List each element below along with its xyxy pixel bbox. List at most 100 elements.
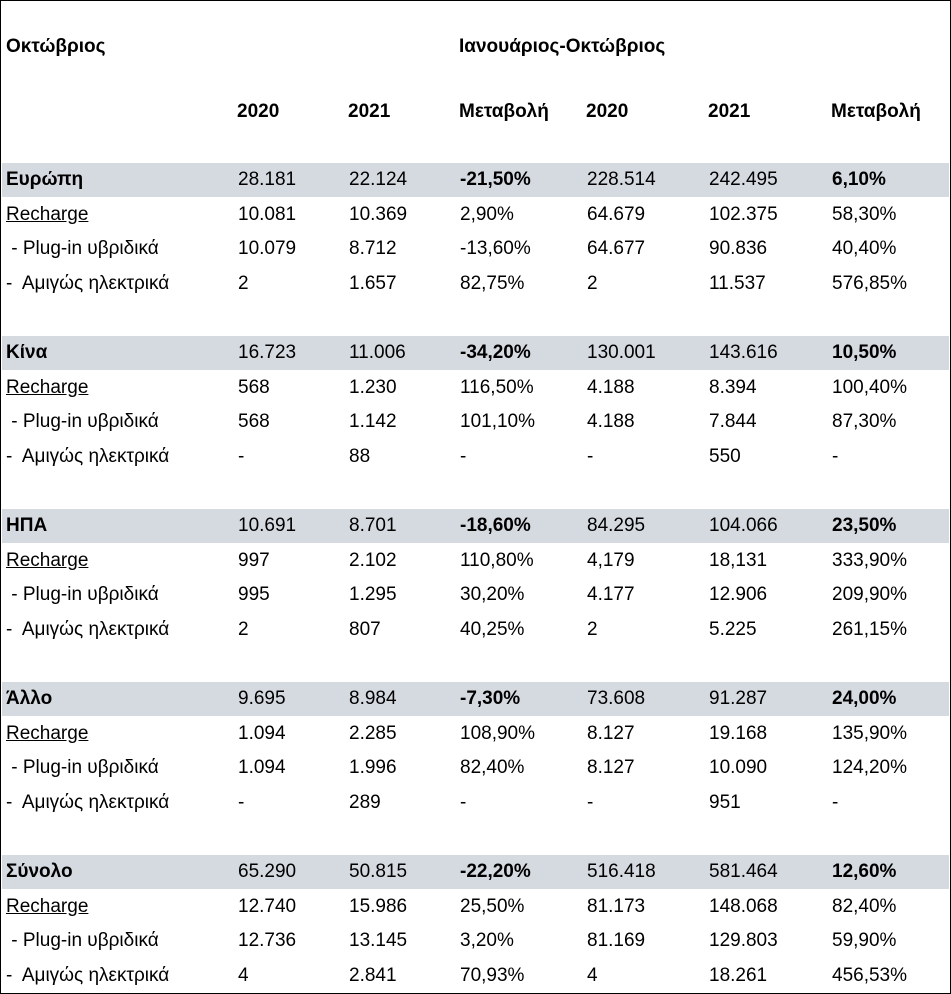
cell-ytd-2021: 10.090	[709, 757, 768, 779]
cell-ytd-2021: 550	[709, 445, 741, 467]
cell-label: Recharge	[6, 203, 89, 225]
cell-ytd-2021: 5.225	[709, 618, 757, 640]
cell-ytd-2021: 18.261	[709, 964, 768, 986]
cell-oct-2020: 65.290	[238, 861, 297, 882]
table-row: Recharge 12.740 15.986 25,50% 81.173 148.068 8…	[2, 890, 949, 924]
table-row: Recharge 10.081 10.369 2,90% 64.679 102.375 58…	[2, 198, 949, 232]
cell-label: Ευρώπη	[6, 169, 84, 190]
cell-oct-2021: 50.815	[349, 861, 408, 882]
cell-ytd-change: 135,90%	[832, 722, 908, 744]
cell-ytd-change: 209,90%	[832, 584, 908, 606]
cell-oct-2021: 2.285	[349, 722, 397, 744]
header-october: Οκτώβριος	[6, 36, 106, 57]
cell-oct-2021: 807	[349, 618, 381, 640]
cell-oct-change: 3,20%	[460, 930, 514, 952]
cell-ytd-change: 23,50%	[832, 515, 897, 536]
cell-oct-change: 30,20%	[460, 584, 525, 606]
region-row: Κίνα 16.723 11.006 -34,20% 130.001 143.616 10,…	[2, 336, 949, 370]
cell-label: - Plug-in υβριδικά	[6, 757, 159, 779]
cell-ytd-2020: -	[587, 445, 594, 467]
cell-ytd-2021: 12.906	[709, 584, 768, 606]
cell-label: - Αμιγώς ηλεκτρικά	[6, 272, 170, 294]
cell-oct-2021: 15.986	[349, 895, 408, 917]
table-row: Recharge 1.094 2.285 108,90% 8.127 19.168 135,…	[2, 717, 949, 751]
cell-oct-2020: 568	[238, 411, 270, 433]
cell-oct-2021: 1.657	[349, 272, 397, 294]
cell-ytd-2020: 2	[587, 618, 598, 640]
cell-ytd-change: 124,20%	[832, 757, 908, 779]
table-row: - Plug-in υβριδικά 568 1.142 101,10% 4.188 7.…	[2, 405, 949, 439]
cell-label: Recharge	[6, 722, 89, 744]
cell-label: Recharge	[6, 895, 89, 917]
cell-oct-change: 116,50%	[460, 376, 534, 398]
cell-oct-change: 101,10%	[460, 411, 536, 433]
cell-ytd-change: 261,15%	[832, 618, 908, 640]
cell-oct-change: -	[460, 445, 467, 467]
cell-ytd-2020: 4.188	[587, 411, 635, 433]
cell-oct-2020: 12.740	[238, 895, 297, 917]
cell-oct-change: 40,25%	[460, 618, 525, 640]
cell-oct-2021: 11.006	[349, 342, 406, 363]
cell-ytd-change: 333,90%	[832, 549, 908, 571]
cell-label: Κίνα	[6, 342, 48, 363]
cell-ytd-2020: 81.173	[587, 895, 646, 917]
cell-ytd-2021: 90.836	[709, 238, 768, 260]
cell-ytd-2020: 81.169	[587, 930, 646, 952]
cell-label: Recharge	[6, 549, 89, 571]
cell-ytd-2020: 4.188	[587, 376, 635, 398]
cell-ytd-2020: 8.127	[587, 757, 635, 779]
cell-oct-2021: 88	[349, 445, 371, 467]
cell-ytd-2020: 2	[587, 272, 598, 294]
cell-oct-2020: 12.736	[238, 930, 297, 952]
cell-label: - Αμιγώς ηλεκτρικά	[6, 445, 170, 467]
cell-ytd-2020: 228.514	[587, 169, 656, 190]
region-row: ΗΠΑ 10.691 8.701 -18,60% 84.295 104.066 23,50%	[2, 509, 949, 543]
table-row: - Αμιγώς ηλεκτρικά - 289 - - 951 -	[2, 786, 949, 820]
cell-ytd-change: -	[832, 445, 839, 467]
cell-ytd-2021: 143.616	[709, 342, 778, 363]
cell-label: - Plug-in υβριδικά	[6, 584, 159, 606]
cell-ytd-2020: 4,179	[587, 549, 635, 571]
cell-ytd-change: 40,40%	[832, 238, 897, 260]
cell-oct-change: 82,40%	[460, 757, 525, 779]
cell-oct-change: -21,50%	[460, 169, 531, 190]
table-row: - Plug-in υβριδικά 12.736 13.145 3,20% 81.16…	[2, 924, 949, 958]
cell-ytd-2021: 7.844	[709, 411, 757, 433]
table-row: Recharge 997 2.102 110,80% 4,179 18,131 333,90…	[2, 544, 949, 578]
header-jan-oct: Ιανουάριος-Οκτώβριος	[459, 36, 666, 57]
cell-oct-2020: 9.695	[238, 688, 286, 709]
cell-ytd-2020: 64.677	[587, 238, 646, 260]
cell-ytd-2021: 242.495	[709, 169, 778, 190]
cell-oct-2020: 1.094	[238, 722, 286, 744]
table-row: Recharge 568 1.230 116,50% 4.188 8.394 100,40%	[2, 371, 949, 405]
col-header-2021-oct: 2021	[348, 101, 391, 122]
cell-oct-2021: 1.230	[349, 376, 397, 398]
cell-oct-2020: -	[238, 791, 245, 813]
region-row: Σύνολο 65.290 50.815 -22,20% 516.418 581.464 1…	[2, 855, 949, 889]
cell-oct-2020: 568	[238, 376, 270, 398]
cell-ytd-2021: 18,131	[709, 549, 768, 571]
cell-label: - Αμιγώς ηλεκτρικά	[6, 964, 170, 986]
cell-oct-2021: 13.145	[349, 930, 408, 952]
cell-ytd-2021: 104.066	[709, 515, 778, 536]
cell-ytd-2020: -	[587, 791, 594, 813]
cell-oct-change: -22,20%	[460, 861, 531, 882]
cell-ytd-2021: 581.464	[709, 861, 778, 882]
table-row: - Αμιγώς ηλεκτρικά - 88 - - 550 -	[2, 440, 949, 474]
cell-oct-change: -13,60%	[460, 238, 531, 260]
cell-ytd-change: 12,60%	[832, 861, 897, 882]
cell-oct-change: 70,93%	[460, 964, 525, 986]
cell-oct-2020: 10.691	[238, 515, 297, 536]
cell-oct-2021: 1.295	[349, 584, 397, 606]
cell-ytd-2021: 951	[709, 791, 741, 813]
region-row: Ευρώπη 28.181 22.124 -21,50% 228.514 242.495 6…	[2, 163, 949, 197]
cell-label: - Αμιγώς ηλεκτρικά	[6, 791, 170, 813]
cell-ytd-change: 58,30%	[832, 203, 897, 225]
cell-ytd-change: 24,00%	[832, 688, 897, 709]
table-row: - Αμιγώς ηλεκτρικά 2 807 40,25% 2 5.225 261,15…	[2, 613, 949, 647]
cell-oct-change: -7,30%	[460, 688, 521, 709]
cell-oct-2021: 1.142	[349, 411, 397, 433]
col-header-2020-ytd: 2020	[586, 101, 629, 122]
cell-ytd-2021: 148.068	[709, 895, 778, 917]
